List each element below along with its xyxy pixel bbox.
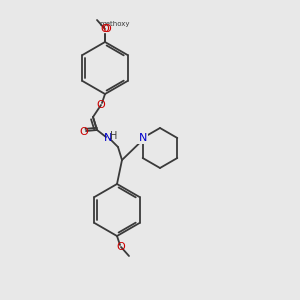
Text: O: O bbox=[117, 242, 125, 252]
Text: O: O bbox=[97, 100, 105, 110]
Text: N: N bbox=[139, 133, 147, 143]
Text: O: O bbox=[80, 127, 88, 137]
Text: H: H bbox=[110, 131, 118, 141]
Text: O: O bbox=[103, 24, 111, 34]
Text: O: O bbox=[100, 24, 109, 34]
Text: N: N bbox=[104, 133, 112, 143]
Text: methoxy: methoxy bbox=[100, 21, 130, 27]
Text: N: N bbox=[139, 133, 147, 143]
